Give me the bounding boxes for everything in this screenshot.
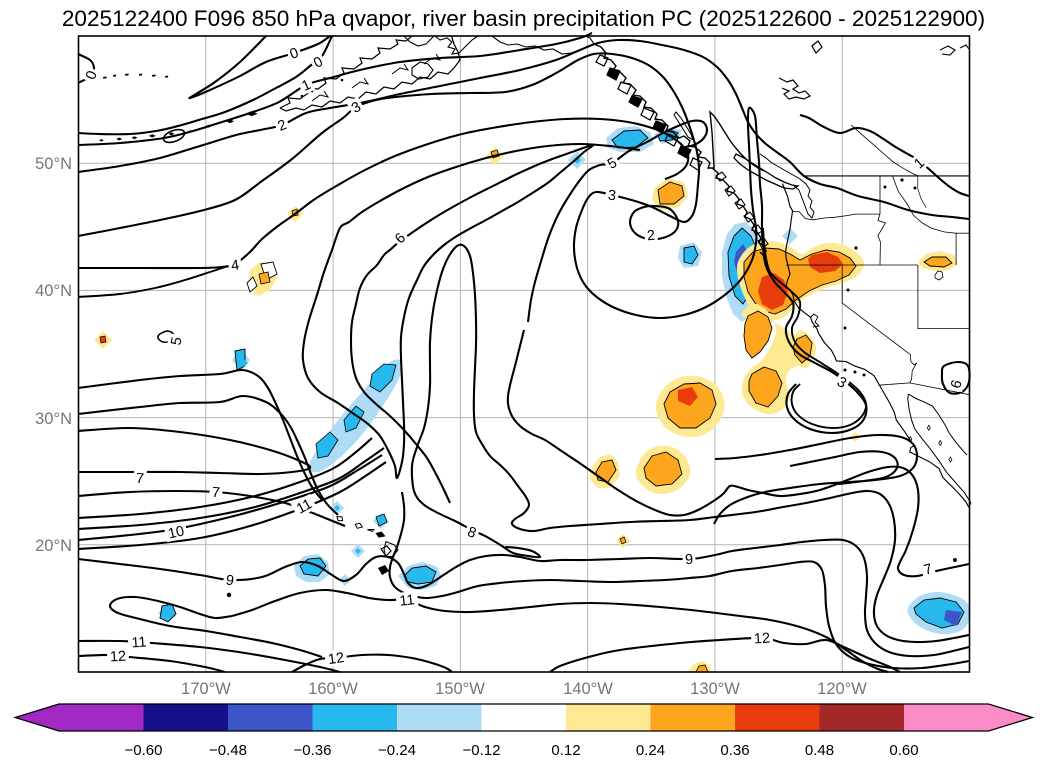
svg-text:12: 12 [110, 649, 127, 666]
svg-text:9: 9 [225, 573, 235, 590]
svg-text:120°W: 120°W [817, 680, 867, 698]
svg-text:7: 7 [135, 471, 144, 488]
svg-text:170°W: 170°W [181, 680, 231, 698]
svg-text:11: 11 [399, 592, 416, 609]
svg-text:7: 7 [211, 485, 220, 502]
svg-text:40°N: 40°N [35, 282, 72, 300]
svg-text:−0.60: −0.60 [125, 742, 163, 759]
svg-text:0.24: 0.24 [636, 742, 665, 759]
svg-text:4: 4 [230, 258, 240, 275]
svg-text:7: 7 [922, 561, 934, 579]
svg-text:0.12: 0.12 [551, 742, 580, 759]
svg-text:50°N: 50°N [35, 155, 72, 173]
svg-text:−0.48: −0.48 [209, 742, 247, 759]
svg-text:11: 11 [131, 634, 147, 651]
svg-text:20°N: 20°N [35, 537, 72, 555]
svg-text:160°W: 160°W [308, 680, 358, 698]
svg-text:2: 2 [646, 228, 655, 245]
svg-text:5: 5 [168, 336, 185, 347]
svg-text:6: 6 [948, 378, 966, 390]
svg-text:130°W: 130°W [690, 680, 740, 698]
svg-text:10: 10 [167, 523, 186, 542]
svg-text:3: 3 [607, 188, 617, 205]
svg-text:150°W: 150°W [435, 680, 485, 698]
svg-text:12: 12 [753, 630, 770, 647]
svg-text:−0.36: −0.36 [294, 742, 332, 759]
svg-text:12: 12 [327, 650, 345, 668]
svg-text:0.60: 0.60 [889, 742, 918, 759]
svg-text:2025122400 F096 850 hPa qvapor: 2025122400 F096 850 hPa qvapor, river ba… [62, 6, 985, 31]
svg-text:−0.24: −0.24 [378, 742, 416, 759]
svg-text:30°N: 30°N [35, 410, 72, 428]
svg-text:−0.12: −0.12 [463, 742, 501, 759]
svg-text:9: 9 [684, 552, 693, 569]
svg-text:0.48: 0.48 [805, 742, 834, 759]
svg-text:11: 11 [294, 496, 315, 517]
svg-text:140°W: 140°W [563, 680, 613, 698]
svg-text:0.36: 0.36 [720, 742, 749, 759]
